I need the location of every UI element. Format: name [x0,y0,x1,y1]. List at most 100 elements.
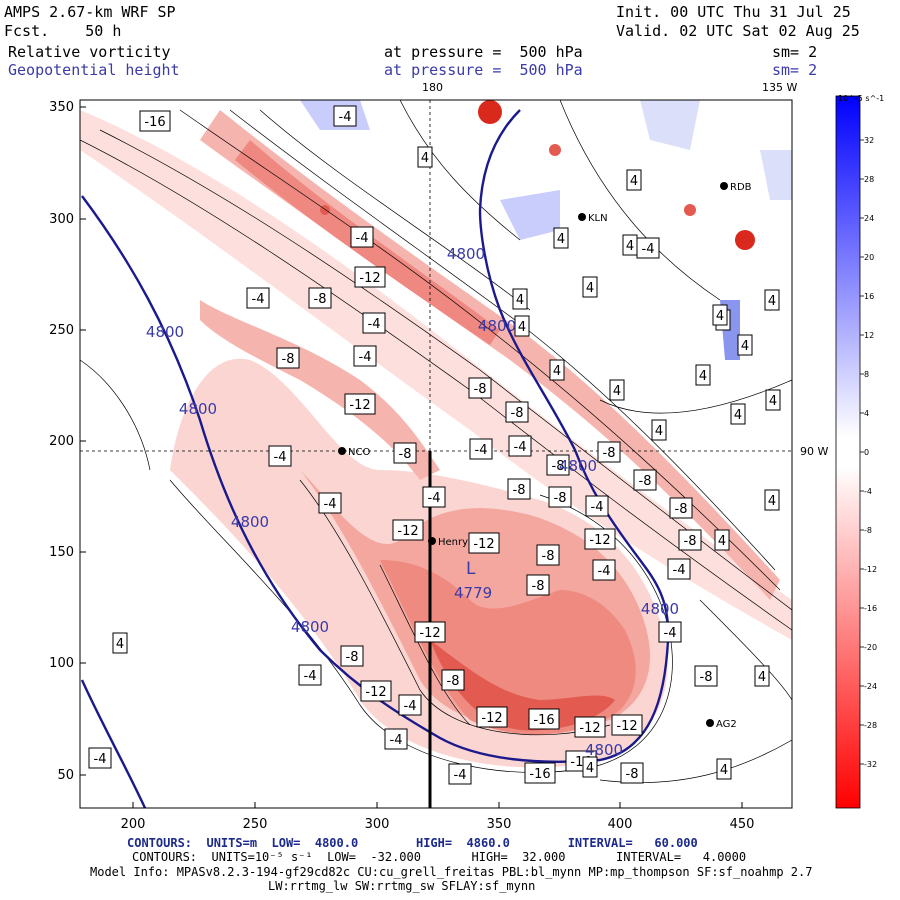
low-center-symbol: L [466,559,476,579]
vorticity-contour-label: -8 [548,486,572,508]
colorbar-tick-label: -32 [864,760,877,769]
vorticity-contour-label: -4 [658,621,682,643]
station-henry: Henry [428,537,468,548]
footer-height-contours: CONTOURS: UNITS=m LOW= 4800.0 HIGH= 4860… [127,836,698,850]
svg-text:-12: -12 [349,398,370,413]
height-contour-label: 4800 [641,600,679,618]
vorticity-contour-label: -8 [505,401,529,423]
y-tick-label: 200 [49,434,74,449]
vorticity-contour-label: 4 [716,758,732,780]
init-time: Init. 00 UTC Thu 31 Jul 25 [616,3,851,21]
colorbar-ticks: 32 28 24 20 16 12 8 4 0 -4 -8 -12 -16 -20 -24 -28 -32 [860,136,877,769]
svg-text:4: 4 [557,232,565,247]
station-rdb: RDB [720,182,752,193]
svg-text:-12: -12 [481,711,502,726]
vorticity-contour-label: -4 [422,486,446,508]
svg-text:4: 4 [768,294,776,309]
vorticity-contour-label: 4 [112,632,128,654]
colorbar-tick-label: 12 [864,331,874,340]
svg-text:-4: -4 [598,564,611,579]
x-tick-label: 450 [730,817,755,832]
vorticity-contour-label: -12 [574,716,606,738]
svg-text:-8: -8 [700,670,713,685]
vorticity-contour-label: -4 [592,559,616,581]
vorticity-contour-label: -4 [298,664,322,686]
vorticity-contour-label: -8 [536,544,560,566]
vorticity-contour-label: 4 [582,756,598,778]
vorticity-labels: -16 -4 -4 -4 -8 -8 -4 -12 -4 -12 -8 -12 -4 -8 -4 -8 -4 -8… [88,105,781,785]
colorbar-tick-label: 20 [864,253,874,262]
meridian-135w-label: 135 W [762,81,797,94]
field1-level: at pressure = 500 hPa [384,43,583,61]
svg-text:-8: -8 [474,382,487,397]
vorticity-contour-label: 4 [754,665,770,687]
y-tick-label: 250 [49,323,74,338]
vorticity-contour-label: -8 [308,287,332,309]
vorticity-contour-label: -12 [354,266,386,288]
vorticity-contour-label: -4 [448,763,472,785]
vorticity-contour-label: -4 [333,105,357,127]
svg-text:-4: -4 [454,768,467,783]
svg-text:-8: -8 [552,459,565,474]
vorticity-contour-label: -8 [669,497,693,519]
svg-text:-4: -4 [642,242,655,257]
vorticity-contour-label: -4 [636,237,660,259]
colorbar-unit: 10^-5 s^-1 [838,94,884,103]
height-labels: 4800 4800 4800 4800 4800 4800 4800 4800 4800 [146,245,679,759]
svg-text:-12: -12 [589,533,610,548]
svg-text:4: 4 [613,384,621,399]
x-tick-label: 300 [365,817,390,832]
vorticity-contour-label: -16 [528,708,560,730]
svg-text:-12: -12 [579,721,600,736]
vorticity-contour-label: -4 [469,438,493,460]
svg-text:-8: -8 [314,292,327,307]
x-tick-label: 200 [121,817,146,832]
colorbar-tick-label: 28 [864,175,874,184]
vorticity-contour-label: 4 [622,234,638,256]
y-tick-label: 300 [49,212,74,227]
svg-text:-8: -8 [282,352,295,367]
vorticity-contour-label: -4 [384,728,408,750]
svg-text:4: 4 [699,369,707,384]
svg-text:4: 4 [553,364,561,379]
footer-model-info: Model Info: MPASv8.2.3-194-gf29cd82c CU:… [90,865,813,879]
meridian-90w-label: 90 W [800,445,828,458]
field1-name: Relative vorticity [8,43,171,61]
y-tick-label: 50 [57,768,74,783]
colorbar-tick-label: 16 [864,292,874,301]
svg-text:4: 4 [630,174,638,189]
height-contour-label: 4800 [447,245,485,263]
vorticity-contour-label: 4 [514,315,530,337]
height-contour-label: 4800 [559,457,597,475]
vorticity-contour-label: -8 [276,347,300,369]
svg-text:KLN: KLN [588,213,608,224]
vorticity-contour-label: 4 [553,227,569,249]
vorticity-contour-label: 4 [695,364,711,386]
svg-text:-4: -4 [390,733,403,748]
svg-text:4: 4 [716,309,724,324]
svg-text:4: 4 [768,494,776,509]
colorbar [835,95,861,809]
svg-text:-8: -8 [639,474,652,489]
svg-text:-4: -4 [673,563,686,578]
svg-text:-4: -4 [94,752,107,767]
svg-text:-4: -4 [339,110,352,125]
colorbar-tick-label: -16 [864,604,877,613]
height-contours [80,109,670,808]
vorticity-contour-label: 4 [764,289,780,311]
svg-text:4: 4 [734,408,742,423]
vorticity-contour-label: -16 [524,762,556,784]
colorbar-tick-label: -28 [864,721,877,730]
svg-text:AG2: AG2 [716,719,737,730]
vorticity-contour-label: 4 [714,529,730,551]
vorticity-contour-label: 4 [730,403,746,425]
vorticity-contour-label: 4 [626,169,642,191]
svg-text:Henry: Henry [438,537,468,548]
station-markers: RDB KLN NCO Henry AG2 [338,182,752,730]
svg-text:4: 4 [116,637,124,652]
svg-text:-16: -16 [529,767,550,782]
y-tick-label: 100 [49,656,74,671]
svg-text:-4: -4 [664,626,677,641]
svg-text:-4: -4 [428,491,441,506]
vorticity-contour-label: 4 [582,276,598,298]
